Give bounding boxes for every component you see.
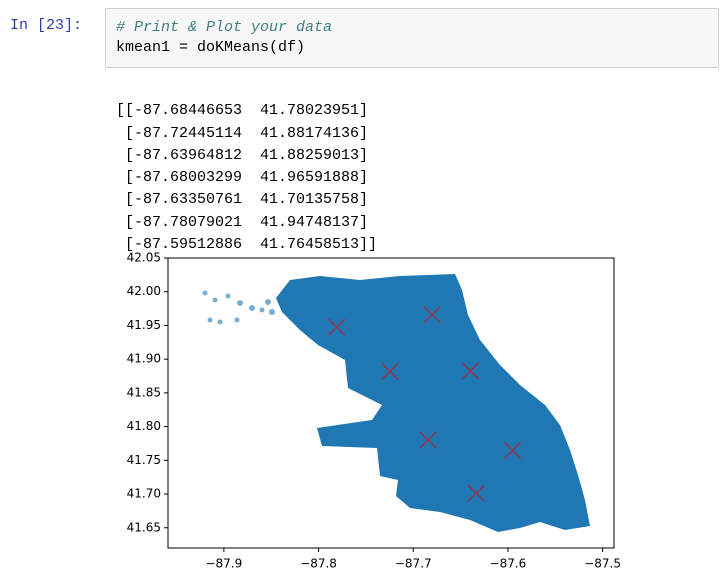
code-cell[interactable]: # Print & Plot your data kmean1 = doKMean… xyxy=(105,8,719,68)
code-line: kmean1 = doKMeans(df) xyxy=(116,39,306,56)
y-tick-label: 42.05 xyxy=(127,251,161,265)
centroid-marker xyxy=(503,441,522,460)
output-line: [-87.59512886 41.76458513]] xyxy=(116,236,378,254)
y-tick-label: 41.70 xyxy=(127,487,161,501)
y-tick-label: 41.95 xyxy=(127,318,161,332)
output-line: [-87.63964812 41.88259013] xyxy=(116,146,369,164)
centroid-marker xyxy=(419,431,437,449)
axes-frame xyxy=(167,257,615,549)
x-tick-label: −87.7 xyxy=(395,557,432,571)
centroid-marker xyxy=(423,306,441,324)
x-tick-label: −87.5 xyxy=(584,557,621,571)
output-line: [-87.78079021 41.94748137] xyxy=(116,213,369,231)
y-tick-label: 41.90 xyxy=(127,352,161,366)
y-tick-label: 41.75 xyxy=(127,453,161,467)
centroid-marker xyxy=(467,484,485,502)
centroid-marker xyxy=(461,362,479,380)
y-tick-label: 41.85 xyxy=(127,385,161,399)
y-tick-label: 41.80 xyxy=(127,419,161,433)
output-line: [-87.68003299 41.96591888] xyxy=(116,169,369,187)
cell-prompt: In [23]: xyxy=(10,17,83,34)
cell-output: [[-87.68446653 41.78023951] [-87.7244511… xyxy=(116,78,377,279)
y-tick-label: 41.65 xyxy=(127,520,161,534)
point-cloud xyxy=(202,274,590,532)
x-tick-label: −87.6 xyxy=(490,557,527,571)
output-line: [-87.72445114 41.88174136] xyxy=(116,124,369,142)
x-tick-label: −87.8 xyxy=(300,557,337,571)
centroid-marker xyxy=(328,318,346,336)
output-line: [[-87.68446653 41.78023951] xyxy=(116,102,369,120)
code-comment: # Print & Plot your data xyxy=(116,19,333,36)
x-tick-label: −87.9 xyxy=(205,557,242,571)
output-line: [-87.63350761 41.70135758] xyxy=(116,191,369,209)
centroid-marker xyxy=(381,362,399,381)
y-tick-label: 42.00 xyxy=(127,284,161,298)
